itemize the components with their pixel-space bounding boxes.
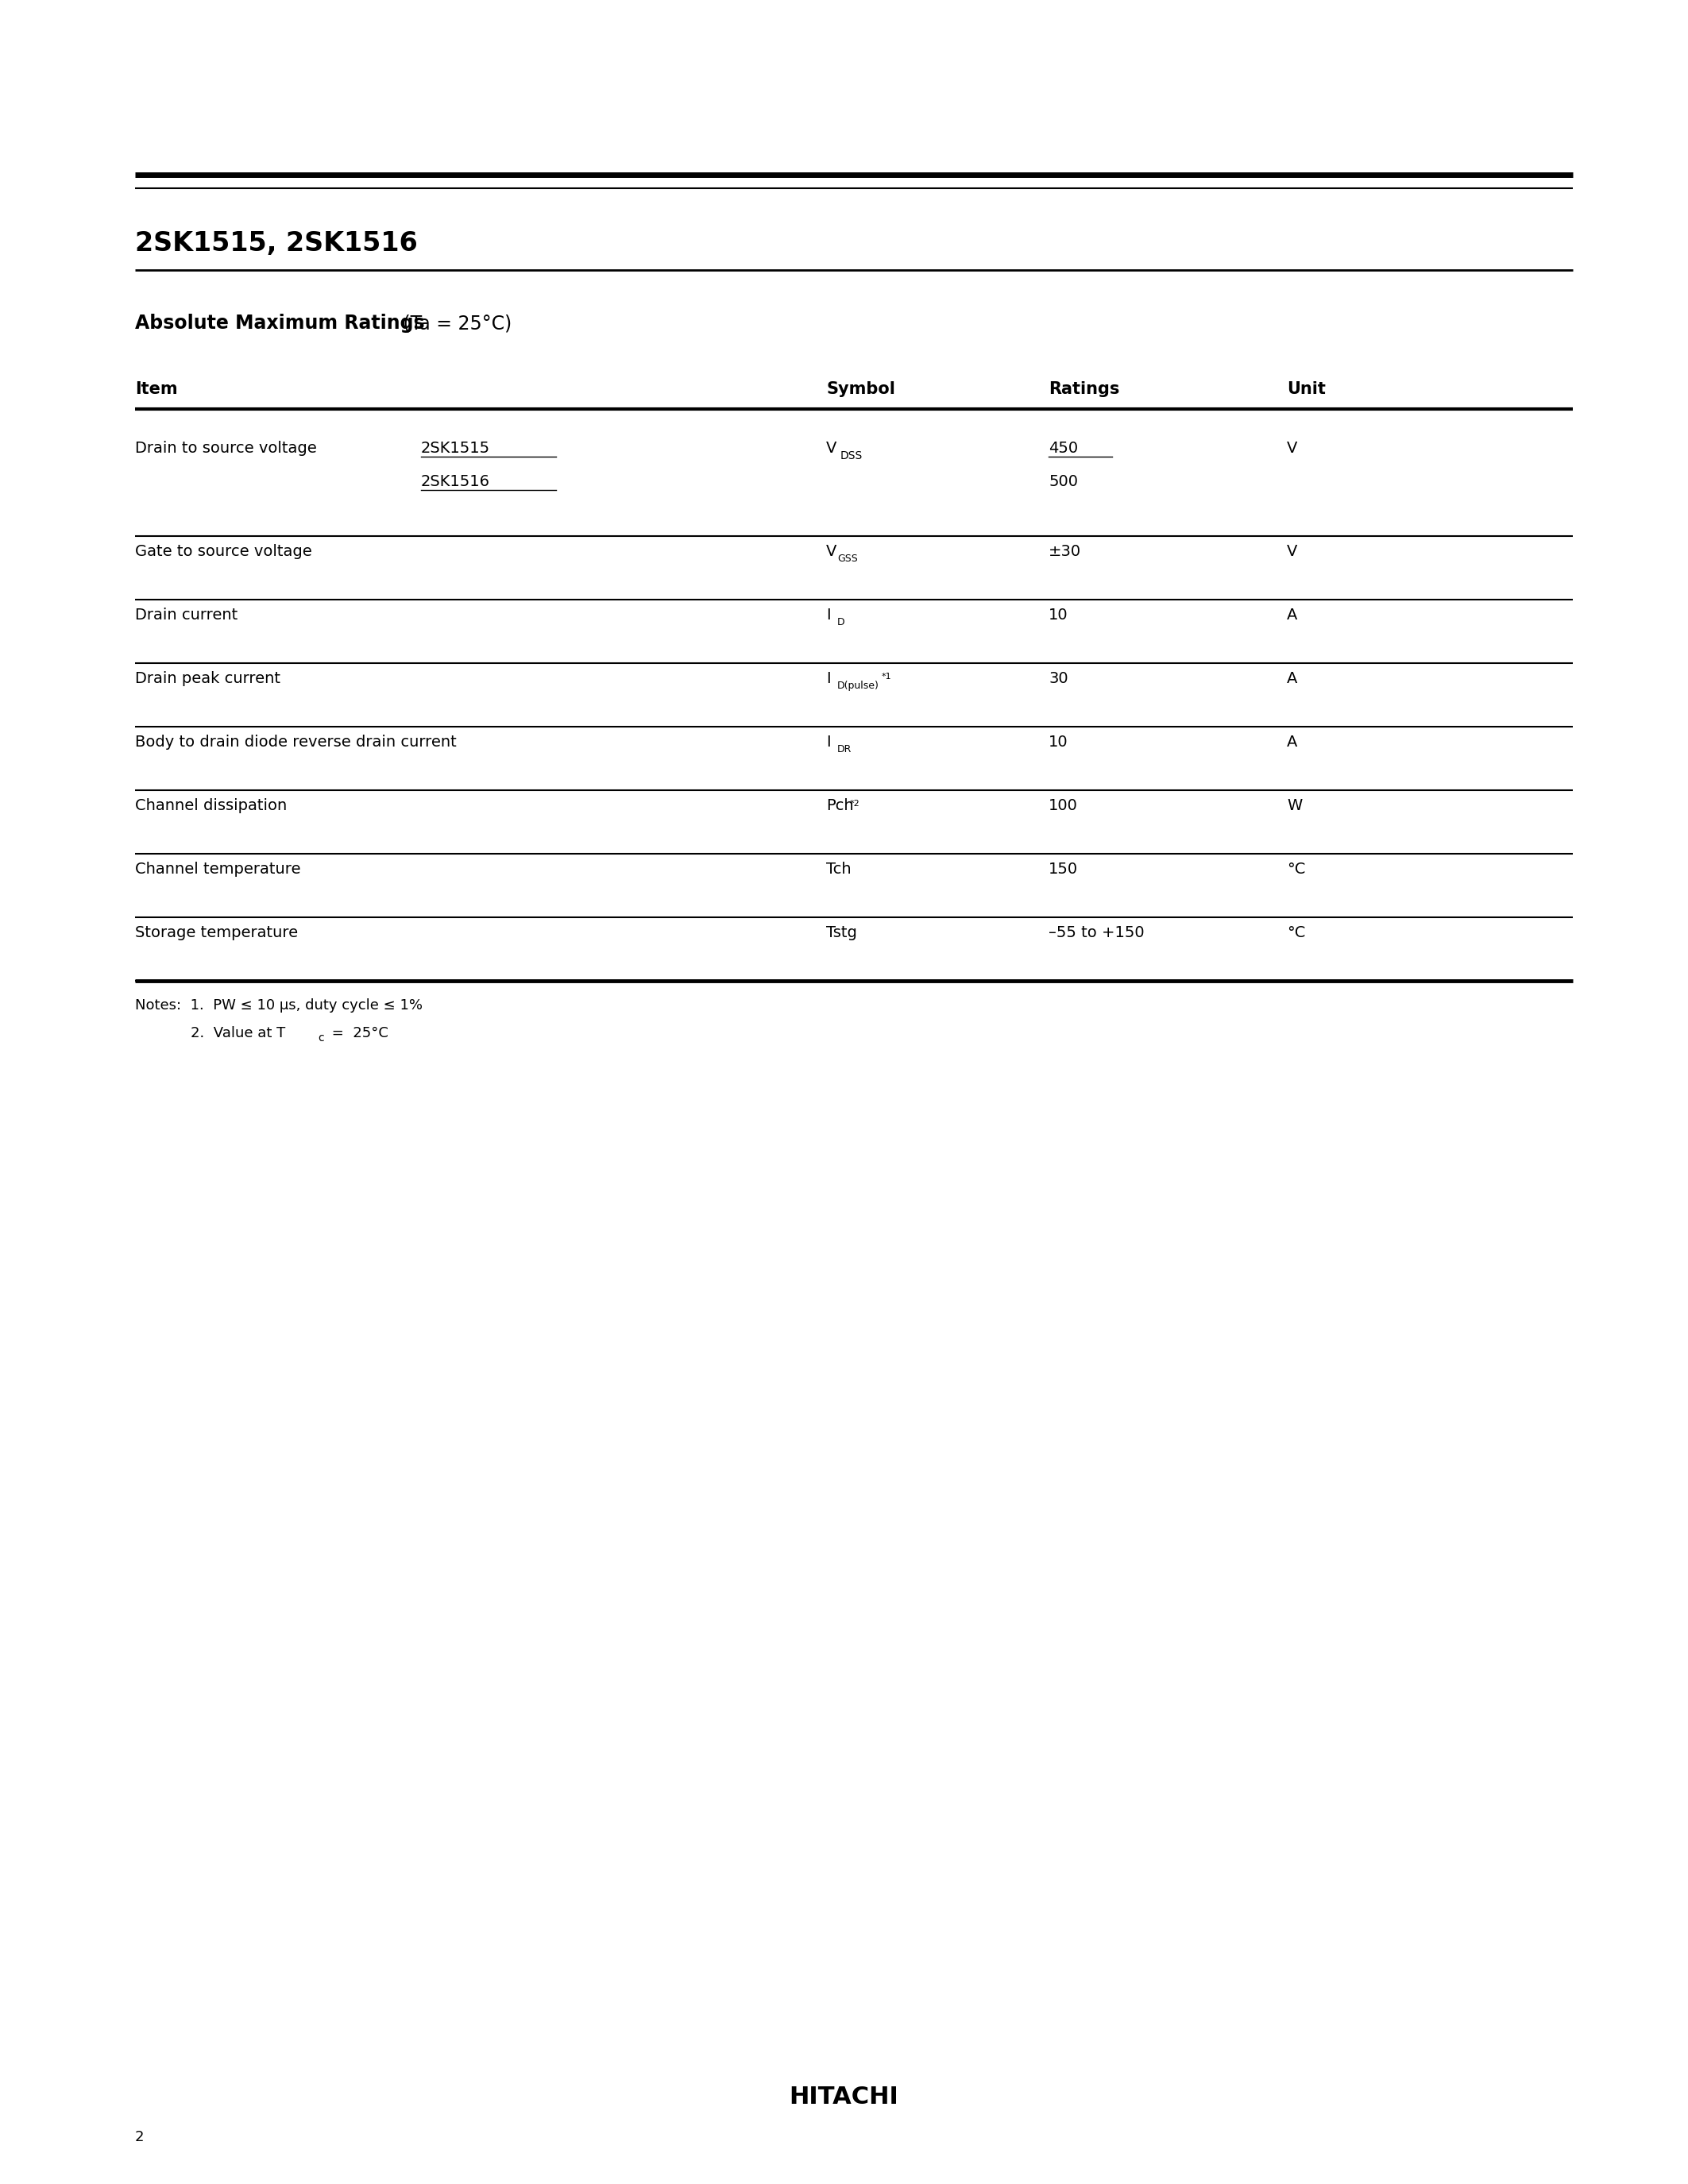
- Text: DR: DR: [837, 745, 852, 753]
- Text: D(pulse): D(pulse): [837, 681, 879, 690]
- Text: Tch: Tch: [825, 863, 851, 876]
- Text: 450: 450: [1048, 441, 1079, 456]
- Text: Storage temperature: Storage temperature: [135, 926, 299, 941]
- Text: –55 to +150: –55 to +150: [1048, 926, 1144, 941]
- Text: c: c: [317, 1033, 324, 1044]
- Text: 2.  Value at T: 2. Value at T: [191, 1026, 285, 1040]
- Text: DSS: DSS: [841, 450, 863, 461]
- Text: 10: 10: [1048, 607, 1069, 622]
- Text: 10: 10: [1048, 734, 1069, 749]
- Text: Ratings: Ratings: [1048, 382, 1119, 397]
- Text: =  25°C: = 25°C: [327, 1026, 388, 1040]
- Text: °C: °C: [1286, 863, 1305, 876]
- Text: 2SK1515: 2SK1515: [420, 441, 490, 456]
- Text: Drain current: Drain current: [135, 607, 238, 622]
- Text: *2: *2: [851, 799, 861, 808]
- Text: D: D: [837, 618, 846, 627]
- Text: Tstg: Tstg: [825, 926, 858, 941]
- Text: Absolute Maximum Ratings: Absolute Maximum Ratings: [135, 314, 425, 332]
- Text: Notes:  1.  PW ≤ 10 μs, duty cycle ≤ 1%: Notes: 1. PW ≤ 10 μs, duty cycle ≤ 1%: [135, 998, 422, 1013]
- Text: I: I: [825, 607, 830, 622]
- Text: A: A: [1286, 734, 1298, 749]
- Text: Body to drain diode reverse drain current: Body to drain diode reverse drain curren…: [135, 734, 456, 749]
- Text: HITACHI: HITACHI: [790, 2086, 898, 2108]
- Text: 100: 100: [1048, 797, 1079, 812]
- Text: I: I: [825, 734, 830, 749]
- Text: (Ta = 25°C): (Ta = 25°C): [397, 314, 511, 332]
- Text: 2SK1515, 2SK1516: 2SK1515, 2SK1516: [135, 229, 417, 256]
- Text: A: A: [1286, 670, 1298, 686]
- Text: Item: Item: [135, 382, 177, 397]
- Text: V: V: [825, 441, 837, 456]
- Text: Gate to source voltage: Gate to source voltage: [135, 544, 312, 559]
- Text: Channel temperature: Channel temperature: [135, 863, 300, 876]
- Text: W: W: [1286, 797, 1301, 812]
- Text: V: V: [1286, 544, 1298, 559]
- Text: °C: °C: [1286, 926, 1305, 941]
- Text: 2SK1516: 2SK1516: [420, 474, 490, 489]
- Text: 30: 30: [1048, 670, 1069, 686]
- Text: Pch: Pch: [825, 797, 854, 812]
- Text: 2: 2: [135, 2129, 143, 2145]
- Text: *1: *1: [881, 673, 891, 681]
- Text: GSS: GSS: [837, 553, 858, 563]
- Text: V: V: [825, 544, 837, 559]
- Text: V: V: [1286, 441, 1298, 456]
- Text: Channel dissipation: Channel dissipation: [135, 797, 287, 812]
- Text: Unit: Unit: [1286, 382, 1325, 397]
- Text: I: I: [825, 670, 830, 686]
- Text: Drain to source voltage: Drain to source voltage: [135, 441, 317, 456]
- Text: 500: 500: [1048, 474, 1079, 489]
- Text: ±30: ±30: [1048, 544, 1082, 559]
- Text: A: A: [1286, 607, 1298, 622]
- Text: Drain peak current: Drain peak current: [135, 670, 280, 686]
- Text: Symbol: Symbol: [825, 382, 895, 397]
- Text: 150: 150: [1048, 863, 1079, 876]
